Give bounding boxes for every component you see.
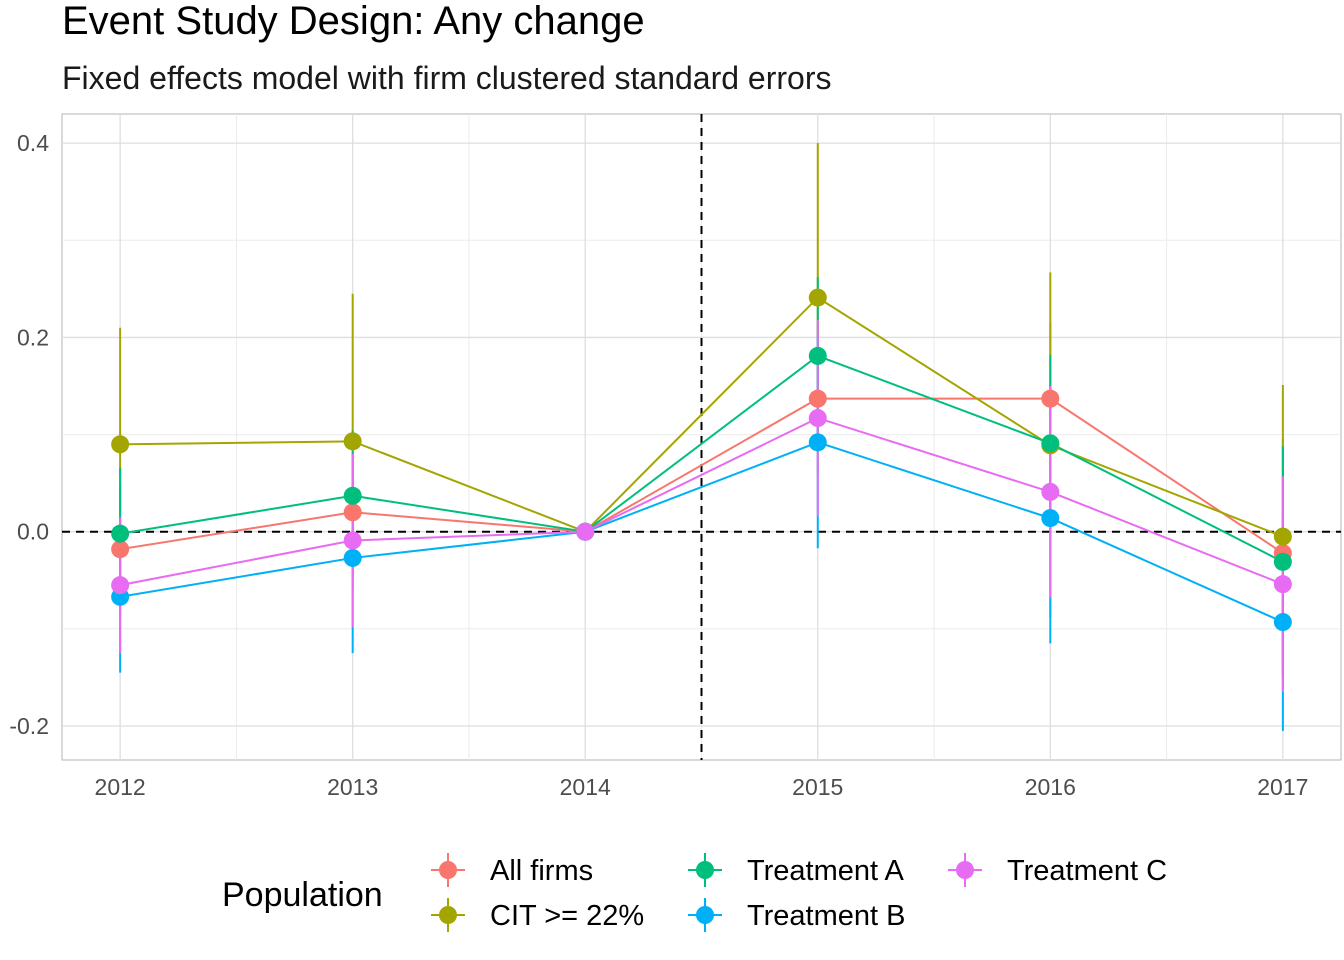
series-lines (119, 296, 1284, 623)
y-tick-label: 0.2 (17, 324, 49, 350)
data-point (343, 432, 362, 451)
legend-title: Population (222, 876, 383, 914)
data-point (1273, 575, 1292, 594)
legend-label: Treatment B (747, 900, 905, 932)
series-line (119, 354, 1284, 563)
chart-subtitle: Fixed effects model with firm clustered … (62, 60, 831, 96)
series-points (111, 288, 1292, 632)
data-point (1273, 527, 1292, 546)
legend-label: All firms (490, 855, 593, 887)
data-point (808, 346, 827, 365)
y-tick-label: 0.0 (17, 519, 49, 545)
data-point (1041, 434, 1060, 453)
data-point (111, 576, 130, 595)
data-point (111, 524, 130, 543)
x-tick-label: 2014 (560, 774, 611, 800)
legend-label: Treatment C (1007, 855, 1167, 887)
legend-label: CIT >= 22% (490, 900, 644, 932)
y-axis: -0.2 0.0 0.2 0.4 (9, 130, 49, 739)
y-tick-label: -0.2 (9, 713, 49, 739)
data-point (808, 433, 827, 452)
x-tick-label: 2017 (1257, 774, 1308, 800)
legend-label: Treatment A (747, 855, 905, 887)
data-point (1041, 509, 1060, 528)
x-tick-label: 2013 (327, 774, 378, 800)
data-point (576, 522, 595, 541)
chart-title: Event Study Design: Any change (62, 0, 645, 43)
data-point (1041, 389, 1060, 408)
y-tick-label: 0.4 (17, 130, 49, 156)
series-line (119, 416, 1284, 587)
data-point (1273, 613, 1292, 632)
data-point (808, 409, 827, 428)
legend-key-point (956, 861, 974, 879)
data-point (111, 540, 130, 559)
legend: Population All firms CIT >= 22% Treatment … (222, 853, 1167, 932)
legend-items: All firms CIT >= 22% Treatment A Treatment … (431, 853, 1167, 932)
x-tick-label: 2015 (792, 774, 843, 800)
x-axis: 2012 2013 2014 2015 2016 2017 (95, 774, 1309, 800)
legend-key-point (439, 861, 457, 879)
data-point (343, 486, 362, 505)
reference-lines (62, 114, 1341, 760)
data-point (808, 389, 827, 408)
series-line (119, 397, 1284, 554)
x-tick-label: 2016 (1025, 774, 1076, 800)
series-line (120, 296, 1284, 538)
data-point (111, 435, 130, 454)
data-point (1041, 482, 1060, 501)
series-line (119, 441, 1284, 623)
data-point (343, 548, 362, 567)
data-point (1273, 552, 1292, 571)
data-point (343, 531, 362, 550)
legend-key-point (696, 906, 714, 924)
plot-panel (61, 113, 1342, 761)
data-point (343, 503, 362, 522)
legend-key-point (439, 906, 457, 924)
x-tick-label: 2012 (95, 774, 146, 800)
legend-key-point (696, 861, 714, 879)
data-point (808, 288, 827, 307)
